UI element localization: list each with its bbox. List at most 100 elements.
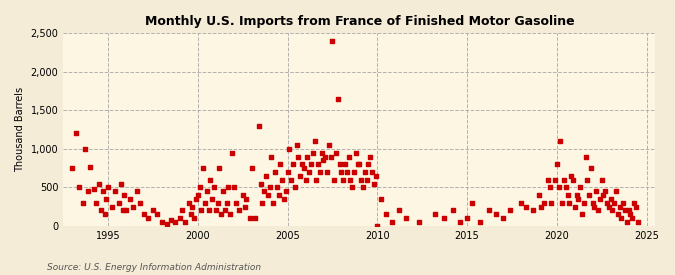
Point bbox=[275, 162, 286, 166]
Point bbox=[320, 154, 331, 159]
Point bbox=[564, 200, 574, 205]
Point bbox=[175, 216, 186, 220]
Y-axis label: Thousand Barrels: Thousand Barrels bbox=[15, 87, 25, 172]
Point bbox=[584, 193, 595, 197]
Point bbox=[151, 212, 162, 216]
Point bbox=[238, 193, 248, 197]
Point bbox=[566, 174, 576, 178]
Point bbox=[375, 197, 386, 201]
Point bbox=[239, 204, 250, 209]
Point bbox=[223, 185, 234, 189]
Point bbox=[184, 200, 194, 205]
Point bbox=[331, 150, 342, 155]
Point bbox=[94, 181, 105, 186]
Point bbox=[78, 200, 88, 205]
Point bbox=[475, 220, 485, 224]
Point bbox=[554, 185, 564, 189]
Point bbox=[110, 189, 121, 193]
Point bbox=[612, 212, 623, 216]
Point bbox=[596, 177, 607, 182]
Point bbox=[333, 97, 344, 101]
Point bbox=[203, 208, 214, 213]
Point bbox=[198, 166, 209, 170]
Point bbox=[83, 189, 94, 193]
Point bbox=[211, 208, 221, 213]
Point bbox=[142, 216, 153, 220]
Point bbox=[394, 208, 404, 213]
Text: Source: U.S. Energy Information Administration: Source: U.S. Energy Information Administ… bbox=[47, 263, 261, 272]
Point bbox=[356, 177, 367, 182]
Point bbox=[117, 208, 128, 213]
Point bbox=[85, 165, 96, 170]
Point bbox=[361, 177, 372, 182]
Point bbox=[263, 193, 273, 197]
Point bbox=[228, 185, 239, 189]
Point bbox=[578, 200, 589, 205]
Point bbox=[309, 139, 320, 143]
Point bbox=[273, 193, 284, 197]
Point bbox=[560, 185, 571, 189]
Point bbox=[381, 212, 392, 216]
Point bbox=[322, 170, 333, 174]
Point bbox=[88, 187, 99, 191]
Point bbox=[176, 208, 187, 213]
Point bbox=[364, 154, 375, 159]
Point bbox=[350, 150, 361, 155]
Point bbox=[196, 208, 207, 213]
Point bbox=[611, 189, 622, 193]
Point bbox=[190, 197, 201, 201]
Point bbox=[180, 220, 191, 224]
Point bbox=[370, 174, 381, 178]
Point bbox=[483, 208, 494, 213]
Point bbox=[559, 177, 570, 182]
Point bbox=[632, 220, 643, 224]
Point bbox=[325, 154, 336, 159]
Point bbox=[80, 147, 90, 151]
Point bbox=[97, 189, 108, 193]
Point bbox=[609, 200, 620, 205]
Point bbox=[318, 158, 329, 163]
Point bbox=[580, 154, 591, 159]
Point bbox=[311, 177, 322, 182]
Point bbox=[618, 200, 628, 205]
Point bbox=[347, 185, 358, 189]
Point bbox=[148, 208, 159, 213]
Point bbox=[521, 204, 532, 209]
Point bbox=[217, 189, 228, 193]
Point bbox=[576, 212, 587, 216]
Point bbox=[261, 174, 271, 178]
Point bbox=[257, 200, 268, 205]
Point bbox=[591, 189, 601, 193]
Point bbox=[555, 139, 566, 143]
Point bbox=[342, 170, 352, 174]
Point bbox=[135, 200, 146, 205]
Point bbox=[490, 212, 501, 216]
Point bbox=[539, 200, 549, 205]
Point bbox=[277, 177, 288, 182]
Point bbox=[623, 208, 634, 213]
Point bbox=[533, 193, 544, 197]
Point bbox=[317, 150, 327, 155]
Point bbox=[157, 220, 167, 224]
Point bbox=[244, 216, 255, 220]
Point bbox=[358, 185, 369, 189]
Point bbox=[189, 216, 200, 220]
Point bbox=[313, 162, 323, 166]
Point bbox=[593, 208, 603, 213]
Point bbox=[467, 200, 478, 205]
Point bbox=[169, 220, 180, 224]
Point bbox=[67, 166, 78, 170]
Point bbox=[209, 185, 219, 189]
Point bbox=[288, 162, 298, 166]
Point bbox=[354, 162, 364, 166]
Point bbox=[254, 123, 265, 128]
Point bbox=[306, 162, 317, 166]
Point bbox=[614, 204, 625, 209]
Point bbox=[323, 143, 334, 147]
Point bbox=[250, 216, 261, 220]
Point bbox=[571, 193, 582, 197]
Point bbox=[544, 185, 555, 189]
Point bbox=[568, 177, 578, 182]
Point bbox=[348, 170, 359, 174]
Point bbox=[99, 212, 110, 216]
